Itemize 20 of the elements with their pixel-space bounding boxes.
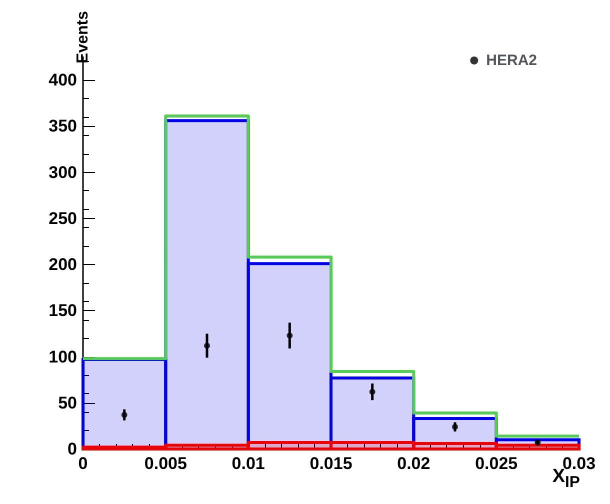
y-tick-label: 250 xyxy=(48,208,77,228)
y-tick-label: 50 xyxy=(58,393,77,412)
x-tick-label: 0.02 xyxy=(397,454,430,473)
y-tick-label: 200 xyxy=(48,255,77,274)
point xyxy=(369,388,376,395)
y-tick-label: 300 xyxy=(48,162,77,182)
legend-label: HERA2 xyxy=(486,52,538,69)
point xyxy=(204,342,210,349)
y-tick-label: 100 xyxy=(48,347,77,366)
y-tick-label: 0 xyxy=(68,440,77,458)
x-tick-label: 0.01 xyxy=(232,454,265,473)
point xyxy=(121,412,128,418)
x-tick-label: 0.005 xyxy=(144,454,187,473)
y-tick-label: 400 xyxy=(48,70,77,90)
y-axis-title: Events xyxy=(74,10,92,64)
x-tick-label: 0.015 xyxy=(310,454,352,473)
y-tick-label: 150 xyxy=(48,301,77,320)
point xyxy=(286,332,293,339)
y-tick-label: 350 xyxy=(48,116,77,136)
x-tick-label: 0.025 xyxy=(475,454,518,473)
